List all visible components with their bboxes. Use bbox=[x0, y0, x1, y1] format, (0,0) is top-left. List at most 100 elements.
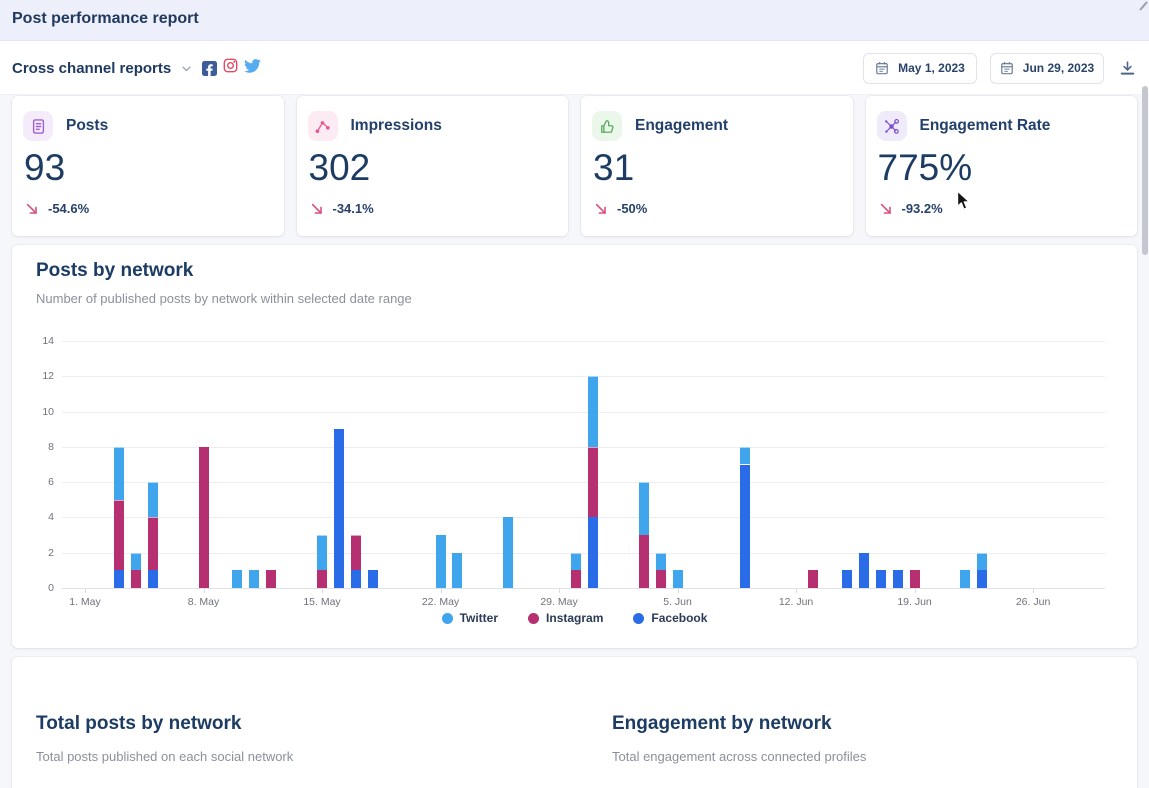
bar-segment-twitter bbox=[570, 552, 581, 571]
date-from-button[interactable]: May 1, 2023 bbox=[863, 52, 977, 84]
thumbs-up-icon bbox=[592, 111, 622, 141]
stat-card-impressions: Impressions 302 -34.1% bbox=[296, 96, 568, 236]
twitter-icon bbox=[244, 58, 262, 78]
gridline bbox=[62, 482, 1105, 484]
legend-item-facebook[interactable]: Facebook bbox=[633, 611, 707, 625]
bar-segment-instagram bbox=[350, 535, 361, 571]
legend-label: Instagram bbox=[546, 611, 604, 625]
chart-subtitle: Number of published posts by network wit… bbox=[36, 291, 412, 306]
x-axis-tick-mark bbox=[559, 589, 561, 593]
chart-legend: Twitter Instagram Facebook bbox=[12, 611, 1137, 625]
bar-segment-instagram bbox=[807, 570, 818, 588]
y-axis-tick-label: 12 bbox=[42, 370, 54, 383]
download-icon bbox=[1120, 60, 1134, 75]
bar-segment-facebook bbox=[333, 429, 344, 588]
page-header: Post performance report bbox=[0, 0, 1149, 41]
stat-label: Engagement bbox=[635, 117, 729, 134]
bar-segment-twitter bbox=[672, 570, 683, 588]
stat-value: 31 bbox=[593, 147, 635, 188]
stat-card-engagement-rate: Engagement Rate 775% -93.2% bbox=[865, 96, 1137, 236]
bar-segment-facebook bbox=[740, 464, 751, 588]
legend-label: Facebook bbox=[651, 611, 708, 625]
stat-card-engagement: Engagement 31 -50% bbox=[581, 96, 853, 236]
bar-segment-facebook bbox=[367, 570, 378, 588]
bar-segment-facebook bbox=[147, 570, 158, 588]
stat-label: Impressions bbox=[350, 117, 442, 134]
x-axis-tick-label: 8. May bbox=[187, 596, 220, 608]
legend-item-twitter[interactable]: Twitter bbox=[441, 611, 498, 625]
connected-networks bbox=[202, 58, 262, 78]
network-icon bbox=[876, 111, 907, 141]
x-axis-tick-label: 15. May bbox=[303, 596, 341, 608]
bar-segment-twitter bbox=[147, 482, 158, 518]
bar-segment-twitter bbox=[130, 552, 141, 571]
y-axis-tick-label: 0 bbox=[48, 582, 54, 594]
gridline bbox=[62, 376, 1105, 378]
bar-segment-twitter bbox=[587, 376, 598, 447]
date-to-button[interactable]: Jun 29, 2023 bbox=[990, 52, 1104, 84]
x-axis-tick-mark bbox=[1033, 589, 1035, 593]
calendar-icon bbox=[876, 62, 889, 75]
document-icon bbox=[23, 111, 53, 141]
bar-segment-facebook bbox=[875, 570, 886, 588]
bar-segment-twitter bbox=[740, 446, 751, 465]
bar-segment-facebook bbox=[841, 570, 852, 588]
instagram-series-dot bbox=[528, 612, 540, 624]
bar-segment-facebook bbox=[113, 570, 124, 588]
x-axis-tick-label: 19. Jun bbox=[897, 596, 932, 608]
chevron-down-icon[interactable] bbox=[181, 63, 192, 74]
bar-segment-instagram bbox=[147, 517, 158, 571]
report-selector[interactable]: Cross channel reports bbox=[12, 59, 172, 77]
chart-title: Posts by network bbox=[36, 260, 194, 281]
vertical-scrollbar-thumb[interactable] bbox=[1142, 86, 1148, 255]
bar-segment-facebook bbox=[892, 570, 903, 588]
bar-segment-twitter bbox=[977, 552, 988, 571]
posts-by-network-card: Posts by network Number of published pos… bbox=[12, 245, 1137, 648]
bar-segment-instagram bbox=[638, 535, 649, 588]
bar-segment-instagram bbox=[317, 570, 328, 588]
bottom-sections-card: Total posts by network Total posts publi… bbox=[12, 657, 1137, 788]
x-axis-tick-mark bbox=[914, 589, 916, 593]
bar-segment-twitter bbox=[249, 570, 260, 588]
legend-item-instagram[interactable]: Instagram bbox=[528, 611, 603, 625]
partial-icon bbox=[1139, 1, 1148, 11]
x-axis-tick-label: 1. May bbox=[69, 596, 101, 608]
bar-segment-instagram bbox=[130, 570, 141, 588]
section-subtitle: Total engagement across connected profil… bbox=[612, 749, 867, 764]
y-axis-tick-label: 8 bbox=[48, 440, 54, 453]
bar-segment-instagram bbox=[266, 570, 277, 588]
trend-down-icon bbox=[26, 203, 37, 214]
bar-segment-facebook bbox=[858, 552, 869, 588]
bar-segment-twitter bbox=[503, 517, 514, 588]
bar-segment-facebook bbox=[350, 570, 361, 588]
twitter-series-dot bbox=[441, 612, 453, 624]
section-subtitle: Total posts published on each social net… bbox=[36, 749, 294, 764]
x-axis-tick-mark bbox=[85, 589, 86, 593]
bar-segment-twitter bbox=[232, 570, 243, 588]
gridline bbox=[62, 517, 1105, 519]
trend-down-icon bbox=[595, 203, 606, 214]
y-axis-tick-label: 4 bbox=[48, 511, 54, 524]
trend-down-icon bbox=[311, 203, 322, 214]
bar-segment-twitter bbox=[960, 570, 971, 588]
scatter-icon bbox=[307, 111, 338, 141]
stat-card-posts: Posts 93 -54.6% bbox=[12, 96, 284, 236]
gridline bbox=[62, 446, 1105, 448]
trend-down-icon bbox=[880, 203, 891, 214]
bar-segment-facebook bbox=[977, 570, 988, 588]
bar-segment-twitter bbox=[655, 552, 666, 571]
instagram-icon bbox=[223, 58, 238, 78]
bar-segment-instagram bbox=[587, 446, 598, 518]
stat-value: 775% bbox=[877, 147, 973, 188]
y-axis-tick-label: 2 bbox=[48, 546, 54, 559]
date-to-value: Jun 29, 2023 bbox=[1022, 61, 1095, 75]
section-title: Total posts by network bbox=[36, 713, 242, 734]
stat-value: 93 bbox=[24, 147, 66, 188]
bar-segment-twitter bbox=[113, 446, 124, 500]
download-report-button[interactable] bbox=[1117, 58, 1137, 78]
y-axis-tick-label: 10 bbox=[42, 405, 54, 418]
bar-segment-twitter bbox=[452, 552, 463, 588]
facebook-series-dot bbox=[633, 612, 645, 624]
stat-label: Posts bbox=[66, 117, 109, 134]
